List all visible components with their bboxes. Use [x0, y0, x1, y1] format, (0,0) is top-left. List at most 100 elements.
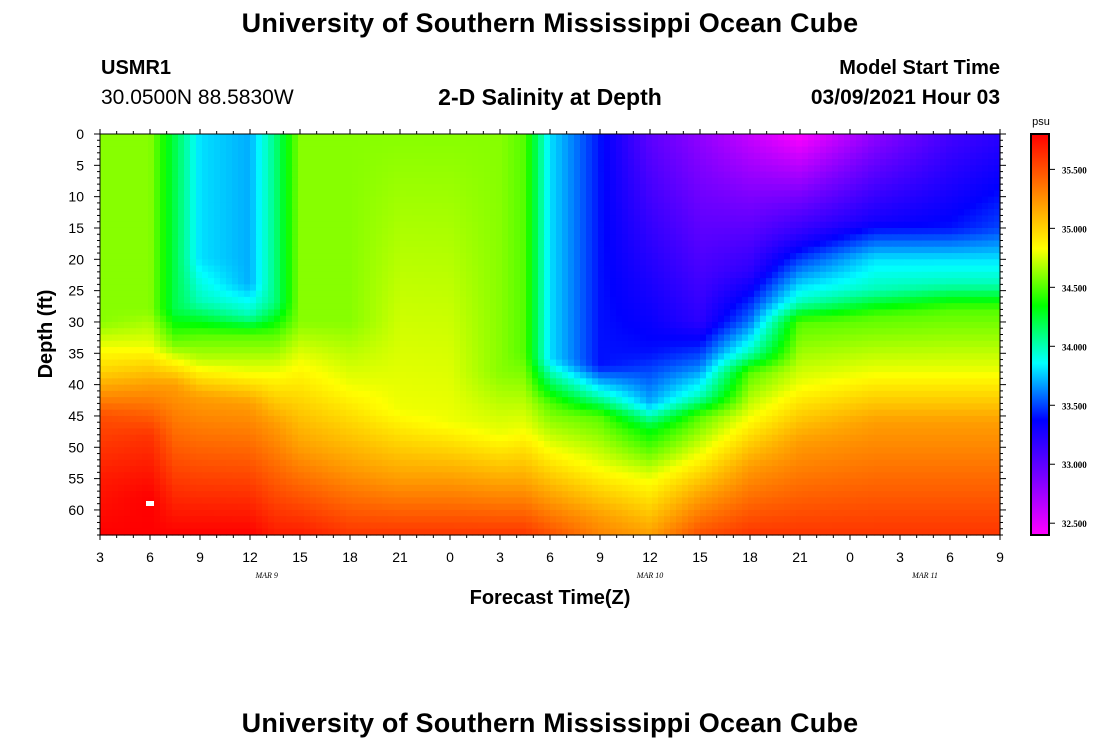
heatmap-cell: [382, 328, 389, 336]
heatmap-cell: [502, 246, 509, 254]
heatmap-cell: [430, 290, 437, 298]
heatmap-cell: [442, 177, 449, 185]
heatmap-cell: [928, 134, 935, 141]
heatmap-cell: [874, 284, 881, 292]
heatmap-cell: [700, 271, 707, 279]
heatmap-cell: [250, 321, 257, 329]
heatmap-cell: [874, 202, 881, 210]
heatmap-cell: [598, 221, 605, 229]
heatmap-cell: [796, 321, 803, 329]
heatmap-cell: [106, 253, 113, 260]
heatmap-cell: [298, 165, 305, 173]
heatmap-cell: [766, 171, 773, 179]
heatmap-cell: [688, 309, 695, 317]
heatmap-cell: [448, 209, 455, 217]
heatmap-cell: [832, 159, 839, 166]
heatmap-cell: [316, 240, 323, 248]
heatmap-cell: [454, 165, 461, 173]
heatmap-cell: [586, 165, 593, 173]
heatmap-cell: [964, 184, 971, 191]
heatmap-cell: [184, 234, 191, 242]
heatmap-cell: [862, 290, 869, 298]
heatmap-cell: [406, 140, 413, 148]
heatmap-cell: [802, 140, 809, 148]
heatmap-cell: [418, 321, 425, 329]
heatmap-cell: [436, 234, 443, 242]
heatmap-cell: [412, 278, 419, 285]
heatmap-cell: [856, 328, 863, 336]
heatmap-cell: [940, 328, 947, 336]
heatmap-cell: [706, 265, 713, 273]
heatmap-cell: [100, 234, 107, 242]
heatmap-cell: [226, 209, 233, 217]
heatmap-cell: [778, 334, 785, 342]
heatmap-cell: [826, 259, 833, 267]
heatmap-cell: [712, 215, 719, 223]
heatmap-cell: [352, 140, 359, 148]
heatmap-cell: [580, 265, 587, 273]
heatmap-cell: [472, 240, 479, 248]
heatmap-cell: [958, 328, 965, 336]
heatmap-cell: [772, 278, 779, 285]
heatmap-cell: [262, 190, 269, 198]
heatmap-cell: [400, 177, 407, 185]
heatmap-cell: [550, 209, 557, 217]
heatmap-cell: [724, 278, 731, 285]
heatmap-cell: [766, 196, 773, 204]
heatmap-cell: [892, 290, 899, 298]
heatmap-cell: [916, 253, 923, 260]
heatmap-cell: [454, 246, 461, 254]
heatmap-cell: [598, 284, 605, 292]
heatmap-cell: [340, 296, 347, 304]
heatmap-cell: [424, 259, 431, 267]
heatmap-cell: [460, 171, 467, 179]
heatmap-cell: [106, 140, 113, 148]
heatmap-cell: [274, 215, 281, 223]
heatmap-cell: [640, 284, 647, 292]
heatmap-cell: [484, 146, 491, 154]
heatmap-cell: [736, 334, 743, 342]
heatmap-cell: [532, 246, 539, 254]
heatmap-cell: [538, 221, 545, 229]
heatmap-cell: [928, 202, 935, 210]
heatmap-cell: [988, 309, 995, 317]
heatmap-cell: [136, 234, 143, 242]
heatmap-cell: [274, 303, 281, 311]
heatmap-cell: [676, 234, 683, 242]
heatmap-cell: [514, 278, 521, 285]
heatmap-cell: [340, 328, 347, 336]
heatmap-cell: [802, 165, 809, 173]
heatmap-cell: [718, 278, 725, 285]
heatmap-cell: [670, 334, 677, 342]
heatmap-cell: [580, 240, 587, 248]
heatmap-cell: [424, 234, 431, 242]
heatmap-cell: [760, 159, 767, 166]
heatmap-cell: [256, 340, 263, 348]
heatmap-cell: [250, 227, 257, 235]
heatmap-cell: [430, 259, 437, 267]
heatmap-cell: [640, 296, 647, 304]
heatmap-cell: [934, 196, 941, 204]
heatmap-cell: [868, 253, 875, 260]
heatmap-cell: [490, 165, 497, 173]
heatmap-cell: [514, 190, 521, 198]
heatmap-cell: [892, 246, 899, 254]
heatmap-cell: [154, 334, 161, 342]
heatmap-cell: [718, 334, 725, 342]
heatmap-cell: [568, 184, 575, 191]
heatmap-cell: [346, 328, 353, 336]
heatmap-cell: [562, 278, 569, 285]
heatmap-cell: [376, 259, 383, 267]
heatmap-cell: [514, 221, 521, 229]
heatmap-cell: [586, 177, 593, 185]
heatmap-cell: [646, 134, 653, 141]
heatmap-cell: [286, 190, 293, 198]
heatmap-cell: [826, 209, 833, 217]
heatmap-cell: [166, 303, 173, 311]
heatmap-cell: [184, 134, 191, 141]
heatmap-cell: [466, 284, 473, 292]
heatmap-cell: [916, 221, 923, 229]
heatmap-cell: [160, 227, 167, 235]
heatmap-cell: [616, 278, 623, 285]
heatmap-cell: [118, 152, 125, 160]
